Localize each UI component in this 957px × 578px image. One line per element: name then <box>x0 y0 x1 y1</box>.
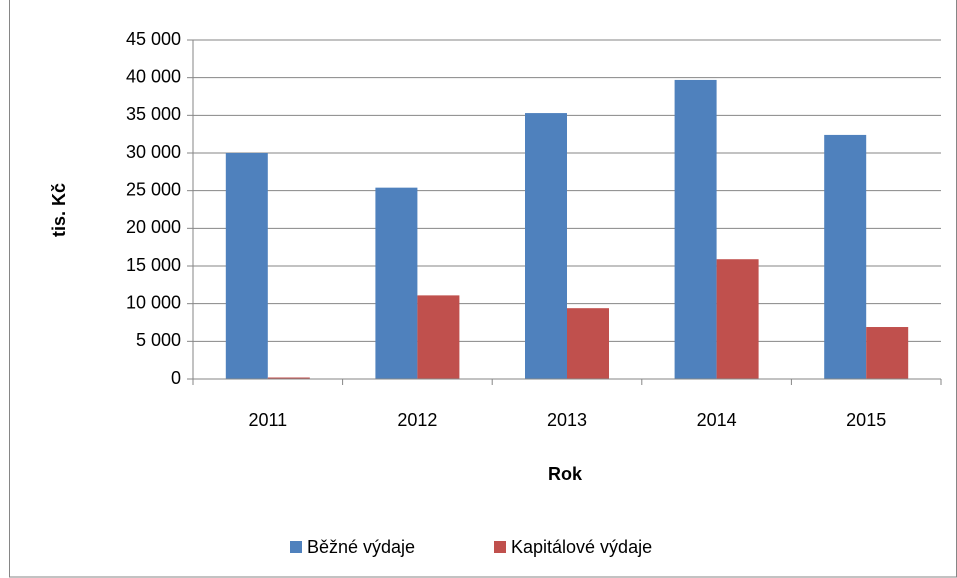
bar <box>267 377 310 379</box>
bar <box>716 259 759 379</box>
y-tick-label: 20 000 <box>126 217 181 237</box>
bar <box>417 295 460 379</box>
x-tick-label: 2014 <box>697 410 737 430</box>
y-axis-title: tis. Kč <box>49 183 69 237</box>
y-tick-label: 25 000 <box>126 179 181 199</box>
x-tick-label: 2011 <box>248 410 287 430</box>
y-tick-label: 35 000 <box>126 104 181 124</box>
bar <box>674 79 717 379</box>
chart-frame <box>9 0 957 578</box>
x-tick-label: 2015 <box>846 410 886 430</box>
y-tick-label: 10 000 <box>126 292 181 312</box>
bar <box>375 187 418 379</box>
bar <box>525 113 567 379</box>
bar <box>824 134 867 379</box>
legend-swatch <box>494 541 506 553</box>
x-tick-label: 2013 <box>547 410 587 430</box>
y-tick-label: 15 000 <box>126 255 181 275</box>
x-tick-label: 2012 <box>397 410 437 430</box>
bar <box>225 153 268 379</box>
legend-label: Běžné výdaje <box>307 537 415 557</box>
y-tick-label: 0 <box>171 368 181 388</box>
y-tick-label: 40 000 <box>126 66 181 86</box>
y-tick-label: 30 000 <box>126 142 181 162</box>
legend-label: Kapitálové výdaje <box>511 537 652 557</box>
y-tick-label: 45 000 <box>126 29 181 49</box>
bar <box>866 327 909 379</box>
x-axis-title: Rok <box>548 464 583 484</box>
bar <box>567 308 609 379</box>
y-tick-label: 5 000 <box>136 330 181 350</box>
legend-swatch <box>290 541 302 553</box>
